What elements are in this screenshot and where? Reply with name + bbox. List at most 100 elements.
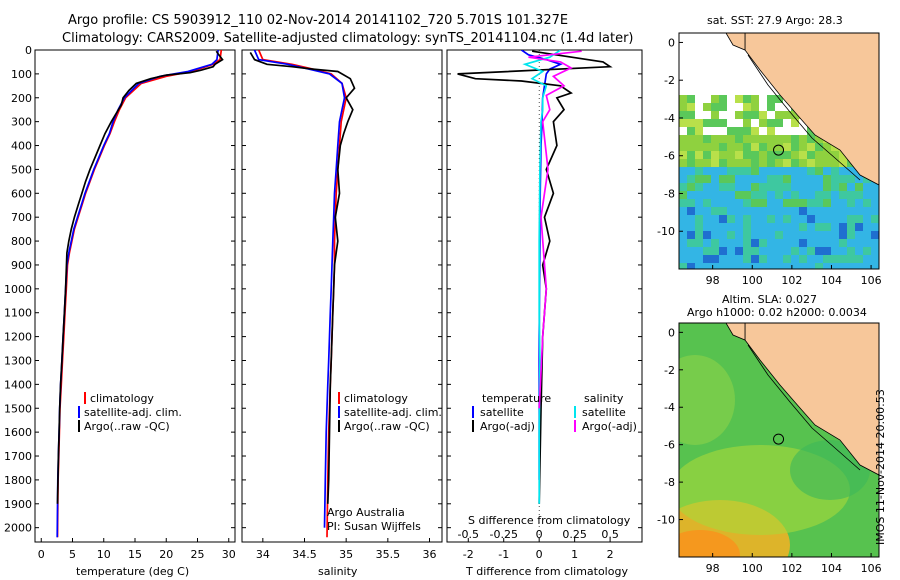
sst-cell xyxy=(783,151,791,159)
x-tick-label: 5 xyxy=(69,548,76,561)
sst-cell xyxy=(831,239,839,247)
sst-cell xyxy=(823,183,831,191)
sst-cell xyxy=(695,127,703,135)
legend-label: Argo(..raw -QC) xyxy=(84,420,170,433)
sst-cell xyxy=(839,191,847,199)
difference-legend: temperature salinity satellite Argo(-adj… xyxy=(472,392,637,433)
sst-cell xyxy=(695,263,703,269)
sst-cell xyxy=(871,207,879,215)
sst-map-field xyxy=(679,33,879,269)
sst-cell xyxy=(687,175,695,183)
sst-cell xyxy=(791,223,799,231)
sst-cell xyxy=(719,191,727,199)
sst-cell xyxy=(807,223,815,231)
sst-cell xyxy=(823,199,831,207)
sst-cell xyxy=(871,215,879,223)
sst-cell xyxy=(839,223,847,231)
sst-cell xyxy=(767,127,775,135)
y-tick-label: 1600 xyxy=(4,426,32,439)
y-tick-label: 600 xyxy=(11,187,32,200)
sst-cell xyxy=(719,175,727,183)
legend-label: satellite-adj. clim. xyxy=(84,406,182,419)
sst-cell xyxy=(807,255,815,263)
sst-cell xyxy=(799,151,807,159)
sst-cell xyxy=(807,183,815,191)
y-tick-label: 500 xyxy=(11,163,32,176)
sst-cell xyxy=(679,103,687,111)
sst-cell xyxy=(767,135,775,143)
sst-cell xyxy=(759,255,767,263)
sst-cell xyxy=(719,95,727,103)
sst-cell xyxy=(735,191,743,199)
sst-cell xyxy=(759,151,767,159)
sst-cell xyxy=(791,207,799,215)
x-tick-label: 102 xyxy=(781,274,802,287)
sst-cell xyxy=(815,247,823,255)
sst-cell xyxy=(815,207,823,215)
sst-cell xyxy=(775,215,783,223)
legend-label: climatology xyxy=(344,392,408,405)
sst-cell xyxy=(695,207,703,215)
sst-cell xyxy=(767,159,775,167)
sst-cell xyxy=(863,239,871,247)
x-tick-label: 0 xyxy=(536,548,543,561)
sst-cell xyxy=(767,119,775,127)
sst-cell xyxy=(703,199,711,207)
sst-cell xyxy=(783,191,791,199)
sst-cell xyxy=(719,215,727,223)
sst-cell xyxy=(863,247,871,255)
sst-cell xyxy=(703,223,711,231)
sst-cell xyxy=(831,159,839,167)
sst-cell xyxy=(719,159,727,167)
sst-cell xyxy=(839,263,847,269)
sst-cell xyxy=(735,143,743,151)
sst-cell xyxy=(855,223,863,231)
sst-cell xyxy=(711,135,719,143)
y-tick-label: 900 xyxy=(11,259,32,272)
difference-lines xyxy=(457,50,613,542)
sst-cell xyxy=(679,95,687,103)
x-tick-label: 2 xyxy=(607,548,614,561)
y-tick-label: 0 xyxy=(668,326,675,339)
sst-cell xyxy=(695,159,703,167)
y-tick-label: -2 xyxy=(664,364,675,377)
sst-cell xyxy=(839,215,847,223)
sst-cell xyxy=(751,239,759,247)
sst-cell xyxy=(743,95,751,103)
sst-cell xyxy=(791,239,799,247)
sst-cell xyxy=(727,143,735,151)
x-tick-label: 25 xyxy=(191,548,205,561)
x-tick-label: 0 xyxy=(38,548,45,561)
y-tick-label: 100 xyxy=(11,68,32,81)
y-tick-label: 1000 xyxy=(4,283,32,296)
sst-cell xyxy=(679,263,687,269)
sst-cell xyxy=(799,231,807,239)
sst-cell xyxy=(695,223,703,231)
sst-cell xyxy=(863,191,871,199)
sst-cell xyxy=(695,199,703,207)
sst-cell xyxy=(743,223,751,231)
sst-cell xyxy=(751,223,759,231)
sst-cell xyxy=(679,183,687,191)
sla-map-frame xyxy=(678,322,880,558)
sst-cell xyxy=(735,111,743,119)
sst-cell xyxy=(799,175,807,183)
sst-cell xyxy=(815,231,823,239)
sst-cell xyxy=(815,263,823,269)
sst-cell xyxy=(823,263,831,269)
sst-cell xyxy=(751,231,759,239)
sla-low xyxy=(790,440,870,500)
y-tick-label: 1300 xyxy=(4,354,32,367)
sst-cell xyxy=(831,247,839,255)
x-tick-label: 1 xyxy=(571,548,578,561)
sst-cell xyxy=(807,143,815,151)
sst-cell xyxy=(831,215,839,223)
sst-cell xyxy=(807,239,815,247)
sst-cell xyxy=(719,239,727,247)
sst-cell xyxy=(767,175,775,183)
sst-cell xyxy=(735,215,743,223)
sst-cell xyxy=(831,263,839,269)
sst-cell xyxy=(855,231,863,239)
sst-cell xyxy=(863,215,871,223)
sst-cell xyxy=(727,199,735,207)
